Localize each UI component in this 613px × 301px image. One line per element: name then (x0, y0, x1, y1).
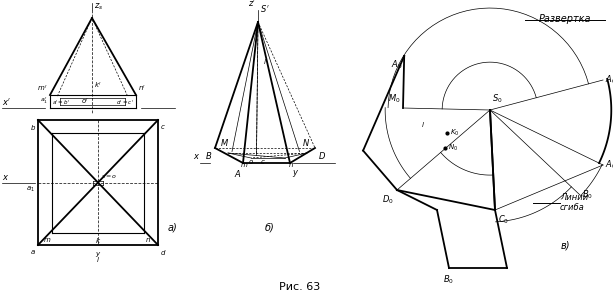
Text: $d'{=}c'$: $d'{=}c'$ (116, 99, 134, 107)
Text: $m'$: $m'$ (37, 83, 47, 93)
Text: $m$: $m$ (240, 161, 248, 169)
Text: $A_0$: $A_0$ (390, 58, 402, 70)
Text: б): б) (265, 222, 275, 232)
Text: $M_0$: $M_0$ (389, 92, 401, 105)
Text: $k'$: $k'$ (94, 80, 102, 90)
Text: $x'$: $x'$ (2, 96, 11, 107)
Text: $m$: $m$ (43, 236, 51, 244)
Text: $x$: $x$ (2, 172, 9, 182)
Text: а): а) (168, 222, 178, 232)
Text: $C_0$: $C_0$ (498, 213, 509, 225)
Text: Линии: Линии (560, 194, 588, 203)
Text: $c$: $c$ (259, 157, 265, 166)
Text: $o$: $o$ (248, 157, 254, 166)
Text: в): в) (560, 240, 569, 250)
Text: $S_0$: $S_0$ (492, 92, 503, 105)
Text: $b$: $b$ (30, 123, 36, 132)
Text: $A_0$: $A_0$ (605, 159, 613, 171)
Text: $N$: $N$ (302, 138, 311, 148)
Text: $n'$: $n'$ (138, 83, 146, 93)
Text: сгиба: сгиба (560, 203, 585, 213)
Text: $B_0$: $B_0$ (582, 189, 593, 201)
Text: $o'$: $o'$ (81, 96, 89, 106)
Text: $D_0$: $D_0$ (383, 193, 394, 206)
Text: $B_0$: $B_0$ (443, 273, 454, 286)
Text: $y$: $y$ (292, 168, 299, 179)
Text: $z'$: $z'$ (248, 0, 256, 8)
Text: $B$: $B$ (205, 150, 212, 161)
Text: $S'$: $S'$ (260, 3, 270, 14)
Text: $M$: $M$ (220, 138, 229, 148)
Text: Рис. 63: Рис. 63 (280, 282, 321, 292)
Text: $d$: $d$ (160, 248, 167, 257)
Text: $A_0$: $A_0$ (605, 74, 613, 86)
Text: $a_1'$: $a_1'$ (40, 96, 48, 106)
Text: $D$: $D$ (318, 150, 326, 161)
Text: $a$: $a$ (30, 248, 36, 256)
Text: $x$: $x$ (192, 152, 200, 161)
Text: Развертка: Развертка (539, 14, 592, 24)
Text: $l$: $l$ (96, 255, 100, 264)
Text: $N_0$: $N_0$ (448, 143, 458, 153)
Text: $a'{=}b'$: $a'{=}b'$ (52, 99, 70, 107)
Text: $c$: $c$ (160, 123, 166, 131)
Text: $y$: $y$ (95, 250, 101, 259)
Text: $a_1$: $a_1$ (26, 185, 35, 194)
Text: $n$: $n$ (288, 161, 294, 169)
Text: $A$: $A$ (234, 168, 242, 179)
Text: $l$: $l$ (263, 57, 267, 67)
Text: $s{=}o$: $s{=}o$ (101, 172, 118, 179)
Text: $n$: $n$ (145, 236, 151, 244)
Text: $k$: $k$ (95, 236, 101, 245)
Text: $l$: $l$ (421, 120, 425, 129)
Text: $K_0$: $K_0$ (450, 128, 459, 138)
Text: $z_s$: $z_s$ (94, 2, 104, 13)
